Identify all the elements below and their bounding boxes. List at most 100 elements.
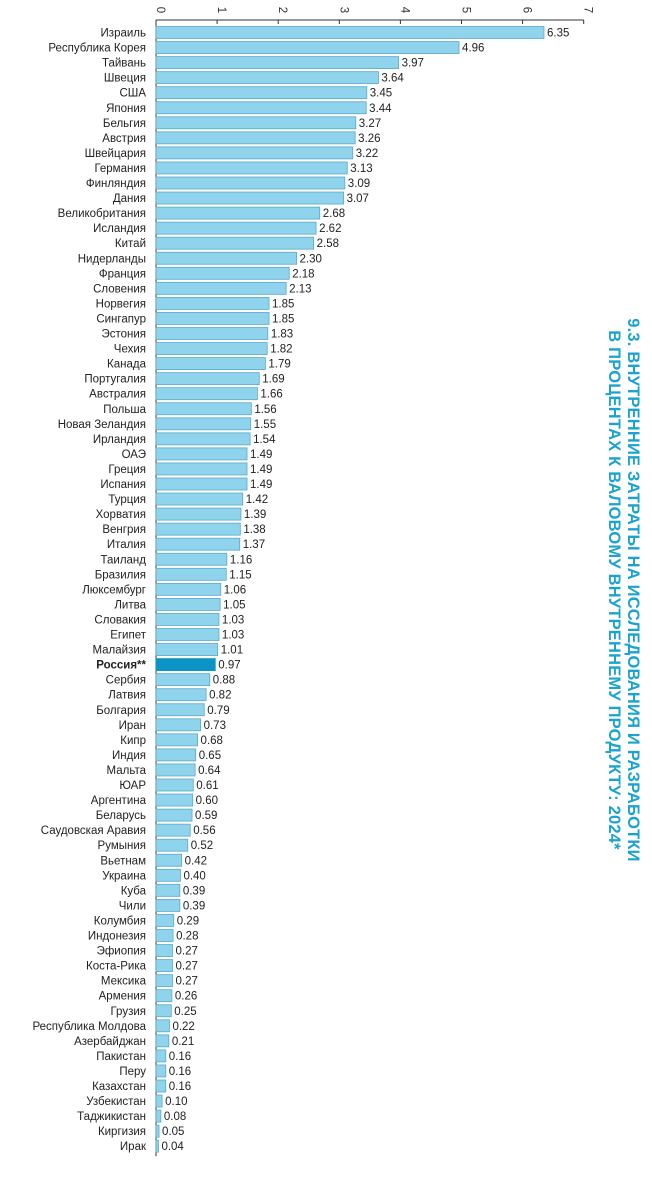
category-label: Китай (115, 238, 146, 250)
bar (155, 101, 367, 115)
category-label: ЮАР (119, 780, 146, 792)
bar (155, 1019, 170, 1033)
value-label: 1.49 (250, 449, 272, 461)
bar (155, 1139, 159, 1153)
category-label: Украина (102, 870, 146, 882)
bar (155, 703, 205, 717)
category-label: Казахстан (92, 1081, 146, 1093)
category-labels: Израиль Республика Корея Тайвань Швеция США Я… (32, 28, 147, 1154)
category-label: Латвия (108, 690, 146, 702)
category-label: США (119, 88, 146, 100)
value-label: 1.01 (221, 645, 243, 657)
category-label: Польша (103, 404, 146, 416)
value-label: 1.49 (250, 479, 272, 491)
category-label: Италия (107, 539, 146, 551)
bar (155, 312, 270, 325)
category-label: Азербайджан (74, 1036, 146, 1048)
bar (155, 176, 346, 190)
bar (155, 41, 460, 54)
bar (155, 673, 211, 687)
bar (155, 507, 242, 521)
value-label: 0.21 (172, 1036, 194, 1048)
value-label: 0.16 (169, 1051, 191, 1063)
bar (155, 582, 222, 596)
category-label: Бельгия (103, 118, 146, 130)
category-label: Франция (99, 268, 146, 280)
bar (155, 537, 241, 551)
category-label: Швеция (104, 73, 146, 85)
category-label: Иран (119, 720, 146, 732)
category-label: Индия (112, 750, 146, 762)
bar (155, 1064, 167, 1078)
bar (155, 522, 241, 536)
category-label: Швейцария (85, 148, 146, 160)
value-label: 1.06 (224, 584, 246, 596)
value-label: 0.68 (201, 735, 223, 747)
x-tick-label: 3 (337, 7, 349, 13)
value-label: 0.26 (175, 991, 197, 1003)
bar (155, 989, 173, 1003)
category-label: Норвегия (96, 298, 146, 310)
bar (155, 1094, 163, 1108)
bars (155, 26, 545, 1153)
value-label: 1.16 (230, 554, 252, 566)
category-label: Греция (108, 464, 146, 476)
category-label: Словакия (94, 614, 146, 626)
value-label: 0.22 (172, 1021, 194, 1033)
category-label: Эстония (101, 329, 146, 341)
value-label: 2.13 (289, 283, 311, 295)
category-label: Германия (94, 163, 146, 175)
value-label: 0.08 (164, 1111, 186, 1123)
bar (155, 206, 321, 220)
value-label: 2.68 (323, 208, 345, 220)
category-label: Израиль (101, 28, 146, 40)
category-label: Аргентина (91, 795, 147, 807)
bar (155, 883, 181, 897)
value-label: 3.64 (381, 73, 404, 85)
bar (155, 221, 317, 235)
bar (155, 1079, 167, 1093)
category-label: Ирландия (93, 434, 146, 446)
bar (155, 838, 189, 852)
category-label: Вьетнам (100, 855, 146, 867)
bar (155, 899, 181, 912)
value-label: 3.07 (347, 193, 369, 205)
category-label: Мексика (101, 976, 147, 988)
category-label: Ирак (120, 1141, 147, 1153)
value-label: 0.27 (175, 946, 197, 958)
bar (155, 628, 220, 641)
bar (155, 161, 348, 175)
bar (155, 56, 399, 69)
bar (155, 944, 173, 957)
bar (155, 281, 287, 295)
bar (155, 417, 252, 431)
value-label: 1.15 (229, 569, 251, 581)
value-label: 0.65 (199, 750, 221, 762)
value-label: 0.16 (169, 1066, 191, 1078)
value-label: 0.25 (174, 1006, 196, 1018)
bar (155, 387, 258, 401)
category-label: Исландия (93, 223, 146, 235)
value-label: 0.88 (213, 675, 235, 687)
chart-title-line-2: В ПРОЦЕНТАХ К ВАЛОВОМУ ВНУТРЕННЕМУ ПРОДУ… (605, 330, 623, 850)
category-label: Колумбия (94, 915, 146, 927)
value-label: 0.97 (218, 660, 240, 672)
category-label: Россия** (96, 660, 146, 672)
bar (155, 658, 216, 671)
category-label: Венгрия (102, 524, 146, 536)
value-label: 1.42 (246, 494, 268, 506)
bar (155, 462, 248, 476)
bar (155, 793, 194, 807)
category-label: Саудовская Аравия (41, 825, 146, 837)
value-label: 3.44 (369, 103, 392, 115)
category-label: Киргизия (98, 1126, 146, 1138)
value-label: 0.39 (183, 900, 205, 912)
value-label: 1.38 (243, 524, 265, 536)
bar (155, 296, 270, 310)
category-label: Узбекистан (86, 1096, 146, 1108)
category-label: Австрия (102, 133, 146, 145)
bar (155, 71, 379, 85)
value-label: 1.37 (243, 539, 265, 551)
category-label: Сербия (106, 675, 146, 687)
value-label: 0.42 (185, 855, 207, 867)
